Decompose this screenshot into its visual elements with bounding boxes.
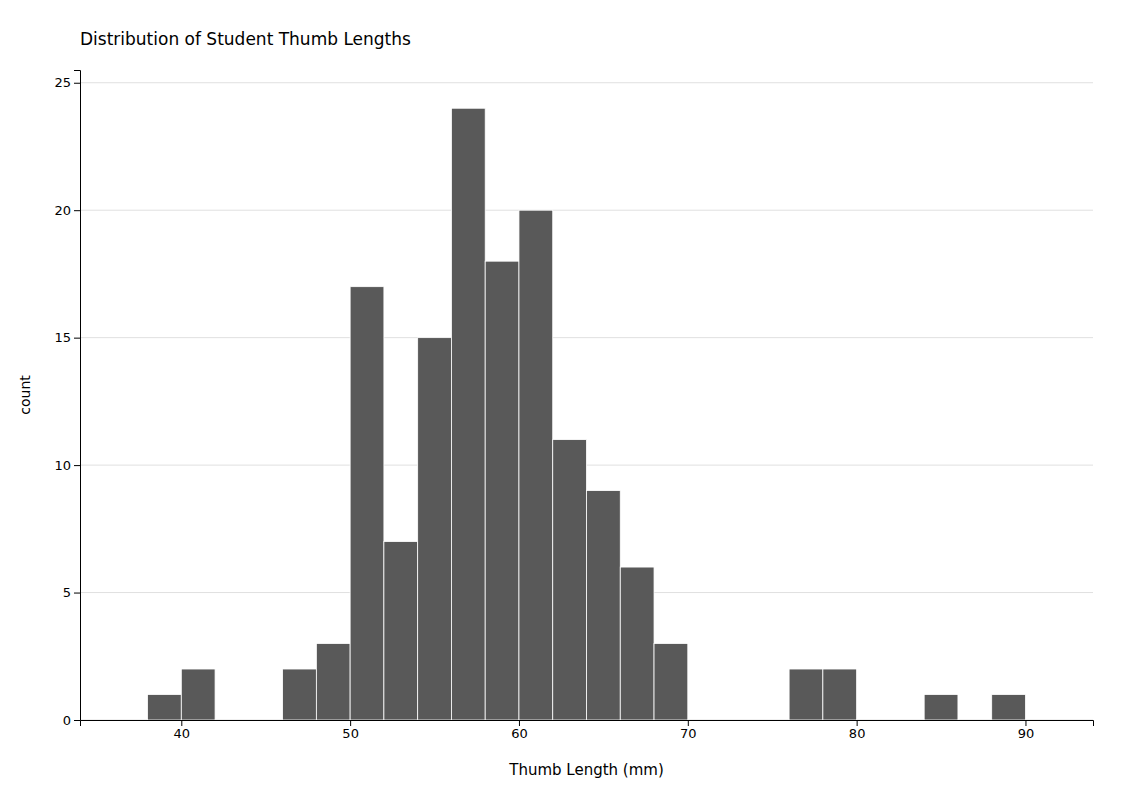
y-tick: 10 xyxy=(54,458,80,473)
y-tick-label: 0 xyxy=(63,713,71,728)
bar xyxy=(553,440,587,720)
bar xyxy=(620,567,654,720)
y-tick: 0 xyxy=(63,713,80,728)
x-tick: 60 xyxy=(511,720,528,741)
y-tick-mark xyxy=(74,83,80,84)
x-tick: 40 xyxy=(174,720,191,741)
bar xyxy=(485,261,519,720)
bars xyxy=(148,108,1026,720)
y-tick-label: 15 xyxy=(54,330,71,345)
x-tick-label: 40 xyxy=(174,726,191,741)
bar xyxy=(924,695,958,720)
bar xyxy=(283,669,317,720)
bar xyxy=(992,695,1026,720)
x-tick-mark xyxy=(181,720,182,726)
y-tick-label: 10 xyxy=(54,458,71,473)
x-tick-label: 80 xyxy=(849,726,866,741)
plot: 40 50 60 70 80 90 0 5 10 15 20 25 Thumb Length (mm) c… xyxy=(17,71,1094,780)
y-tick-label: 5 xyxy=(63,585,71,600)
y-tick-mark xyxy=(74,465,80,466)
x-tick-label: 50 xyxy=(342,726,359,741)
y-tick: 15 xyxy=(54,330,80,345)
x-tick-label: 90 xyxy=(1018,726,1035,741)
x-axis-title: Thumb Length (mm) xyxy=(508,761,664,779)
bar xyxy=(148,695,182,720)
grid-line xyxy=(80,82,1093,83)
grid xyxy=(80,83,1093,720)
bar xyxy=(384,542,418,720)
x-tick-mark xyxy=(1025,720,1026,726)
x-tick-mark xyxy=(688,720,689,726)
y-tick: 5 xyxy=(63,585,80,600)
x-tick-label: 70 xyxy=(680,726,697,741)
y-tick-mark xyxy=(74,593,80,594)
x-tick: 90 xyxy=(1018,720,1035,741)
x-tick: 50 xyxy=(342,720,359,741)
x-tick-label: 60 xyxy=(511,726,528,741)
y-tick: 20 xyxy=(54,203,80,218)
grid-line xyxy=(80,337,1093,338)
chart-svg: 40 50 60 70 80 90 0 5 10 15 20 25 Thumb Length (mm) c… xyxy=(0,0,1133,800)
y-tick-label: 25 xyxy=(54,75,71,90)
x-tick: 80 xyxy=(849,720,866,741)
y-tick: 25 xyxy=(54,75,80,90)
y-tick-mark xyxy=(74,720,80,721)
x-tick-mark xyxy=(519,720,520,726)
x-tick: 70 xyxy=(680,720,697,741)
bar xyxy=(350,287,384,720)
bar xyxy=(823,669,857,720)
bar xyxy=(418,338,452,720)
bar xyxy=(789,669,823,720)
x-tick-mark xyxy=(350,720,351,726)
grid-line xyxy=(80,210,1093,211)
y-axis: 0 5 10 15 20 25 xyxy=(54,71,80,728)
y-tick-mark xyxy=(74,338,80,339)
chart-title: Distribution of Student Thumb Lengths xyxy=(80,29,411,49)
bar xyxy=(519,210,553,720)
bar xyxy=(181,669,215,720)
x-axis: 40 50 60 70 80 90 xyxy=(81,720,1094,741)
y-axis-line xyxy=(74,71,81,721)
y-tick-mark xyxy=(74,210,80,211)
bar xyxy=(451,108,485,720)
x-axis-line xyxy=(81,721,1094,727)
y-axis-title: count xyxy=(17,375,33,415)
bar xyxy=(587,491,621,720)
x-tick-mark xyxy=(857,720,858,726)
y-tick-label: 20 xyxy=(54,203,71,218)
bar xyxy=(654,644,688,720)
bar xyxy=(316,644,350,720)
